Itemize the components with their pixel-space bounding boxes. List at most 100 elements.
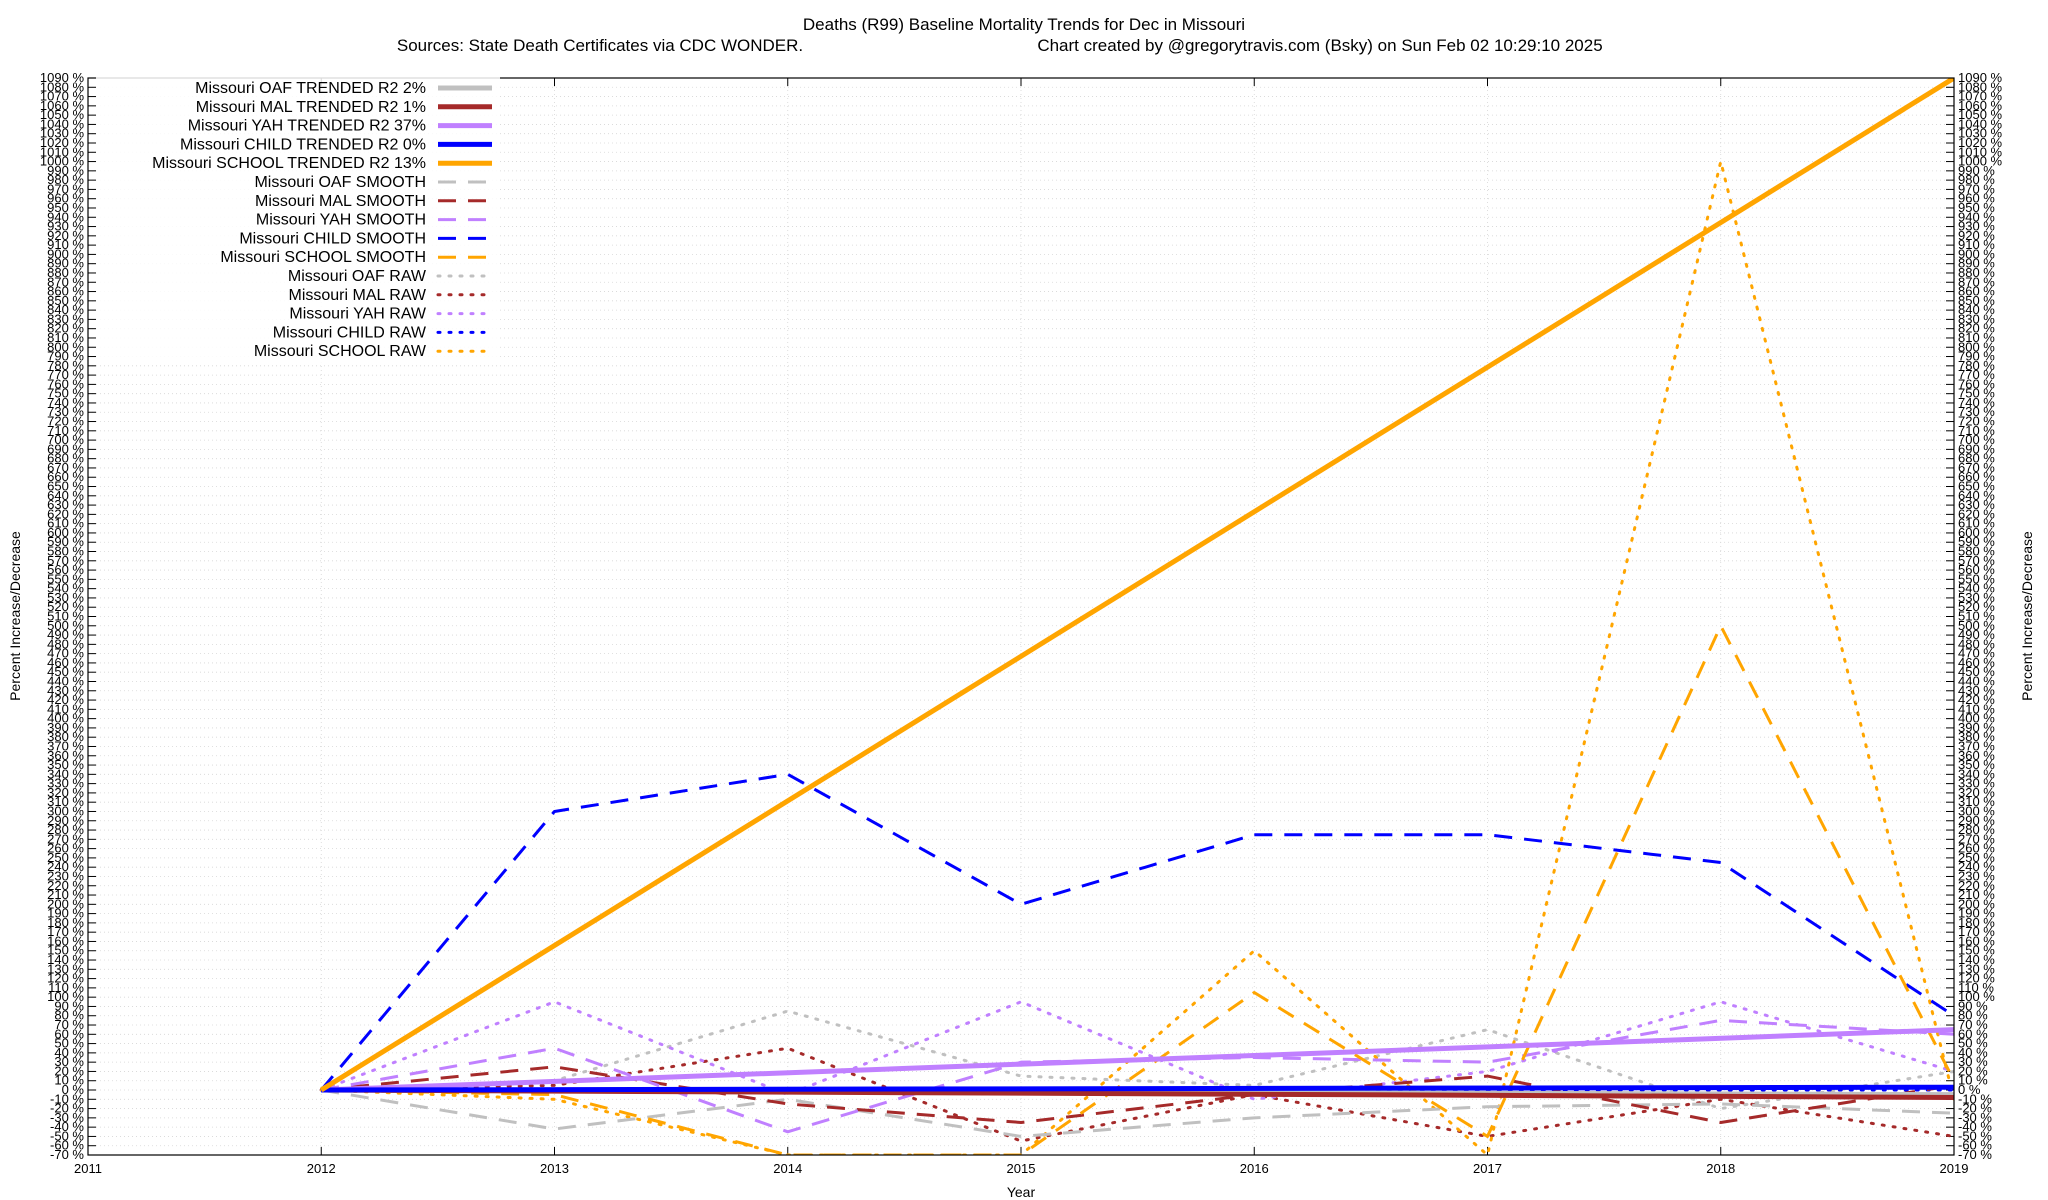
y-tick-label: 1000 %: [40, 154, 85, 169]
y-tick-label: -50 %: [50, 1128, 84, 1143]
y-tick-label: 370 %: [47, 738, 84, 753]
y-tick-label: 230 %: [47, 868, 84, 883]
y-tick-label: 400 %: [47, 711, 84, 726]
y-tick-label: 610 %: [1958, 516, 1995, 531]
y-tick-label: 1010 %: [40, 144, 85, 159]
y-tick-label: 1000 %: [1958, 154, 2003, 169]
y-tick-label: 700 %: [1958, 432, 1995, 447]
y-tick-label: -60 %: [50, 1138, 84, 1153]
series-line-missouri-mal-raw: [319, 1046, 1954, 1143]
y-tick-label: 480 %: [47, 636, 84, 651]
y-tick-label: 310 %: [47, 794, 84, 809]
y-tick-label: 430 %: [1958, 683, 1995, 698]
y-tick-label: 300 %: [47, 803, 84, 818]
x-tick-label: 2014: [773, 1161, 802, 1176]
y-tick-label: 580 %: [47, 544, 84, 559]
series-line-missouri-child-trended-r2-0: [321, 1084, 1954, 1093]
x-tick-label: 2012: [307, 1161, 336, 1176]
y-tick-label: 880 %: [1958, 265, 1995, 280]
y-tick-label: 710 %: [47, 423, 84, 438]
y-tick-label: 750 %: [47, 386, 84, 401]
y-tick-label: 650 %: [1958, 479, 1995, 494]
y-axis-right-ticks: -70 %-60 %-50 %-40 %-30 %-20 %-10 %0 %10…: [1946, 70, 2003, 1162]
y-tick-label: 690 %: [1958, 441, 1995, 456]
y-tick-label: -10 %: [1958, 1091, 1992, 1106]
series-layer: [319, 78, 1954, 1155]
y-tick-label: 230 %: [1958, 868, 1995, 883]
y-tick-label: 260 %: [47, 841, 84, 856]
y-tick-label: 0 %: [1958, 1082, 1981, 1097]
y-tick-label: 10 %: [54, 1073, 84, 1088]
x-tick-label: 2016: [1240, 1161, 1269, 1176]
y-tick-label: 670 %: [47, 460, 84, 475]
y-tick-label: 190 %: [1958, 906, 1995, 921]
y-tick-label: 440 %: [47, 673, 84, 688]
y-tick-label: 1070 %: [40, 89, 85, 104]
y-tick-label: 450 %: [47, 664, 84, 679]
y-tick-label: 270 %: [1958, 831, 1995, 846]
y-tick-label: 780 %: [1958, 358, 1995, 373]
y-tick-label: 0 %: [62, 1082, 85, 1097]
y-tick-label: 760 %: [1958, 376, 1995, 391]
y-tick-label: 70 %: [54, 1017, 84, 1032]
y-tick-label: 510 %: [47, 609, 84, 624]
y-tick-label: 70 %: [1958, 1017, 1988, 1032]
y-tick-label: 490 %: [1958, 627, 1995, 642]
x-tick-label: 2017: [1473, 1161, 1502, 1176]
y-tick-label: 750 %: [1958, 386, 1995, 401]
series-line-missouri-child-smooth: [320, 772, 1954, 1091]
y-tick-label: 370 %: [1958, 738, 1995, 753]
y-tick-label: 1060 %: [1958, 98, 2003, 113]
y-tick-label: 840 %: [47, 302, 84, 317]
y-tick-label: 170 %: [47, 924, 84, 939]
y-tick-label: 650 %: [47, 479, 84, 494]
y-tick-label: 560 %: [47, 562, 84, 577]
y-tick-label: 1020 %: [40, 135, 85, 150]
y-tick-label: 930 %: [47, 219, 84, 234]
y-tick-label: 680 %: [1958, 451, 1995, 466]
y-tick-label: 800 %: [47, 339, 84, 354]
y-tick-label: 800 %: [1958, 339, 1995, 354]
y-tick-label: 910 %: [1958, 237, 1995, 252]
y-tick-label: 560 %: [1958, 562, 1995, 577]
x-axis-label: Year: [1007, 1184, 1036, 1200]
y-tick-label: 540 %: [1958, 581, 1995, 596]
y-tick-label: 830 %: [47, 311, 84, 326]
y-tick-label: 790 %: [47, 349, 84, 364]
y-tick-label: 320 %: [47, 785, 84, 800]
y-tick-label: 340 %: [1958, 766, 1995, 781]
y-tick-label: 440 %: [1958, 673, 1995, 688]
y-tick-label: 970 %: [47, 181, 84, 196]
y-tick-label: 820 %: [1958, 321, 1995, 336]
legend-entry-label: Missouri OAF SMOOTH: [254, 174, 426, 191]
y-tick-label: 20 %: [1958, 1063, 1988, 1078]
y-tick-label: 960 %: [1958, 191, 1995, 206]
y-tick-label: 30 %: [1958, 1054, 1988, 1069]
y-tick-label: 1080 %: [40, 79, 85, 94]
y-tick-label: 920 %: [1958, 228, 1995, 243]
y-tick-label: 630 %: [47, 497, 84, 512]
y-tick-label: 900 %: [47, 246, 84, 261]
y-tick-label: 860 %: [47, 284, 84, 299]
y-tick-label: 330 %: [47, 776, 84, 791]
series-line-missouri-mal-smooth: [321, 1065, 1954, 1124]
y-tick-label: 1050 %: [40, 107, 85, 122]
series-line-missouri-school-raw: [319, 160, 1954, 1155]
y-tick-label: 710 %: [1958, 423, 1995, 438]
y-tick-label: 790 %: [1958, 349, 1995, 364]
legend-entry-label: Missouri MAL RAW: [289, 287, 427, 304]
legend-entry-label: Missouri SCHOOL TRENDED R2 13%: [152, 155, 426, 172]
legend-entry-label: Missouri SCHOOL RAW: [254, 343, 427, 360]
y-tick-label: 280 %: [47, 822, 84, 837]
y-tick-label: 630 %: [1958, 497, 1995, 512]
chart-subtitle-credit: Chart created by @gregorytravis.com (Bsk…: [1037, 36, 1602, 55]
y-tick-label: 970 %: [1958, 181, 1995, 196]
chart-title: Deaths (R99) Baseline Mortality Trends f…: [803, 15, 1245, 34]
plot-frame: [87, 77, 1955, 1156]
y-tick-label: 60 %: [1958, 1026, 1988, 1041]
y-tick-label: 130 %: [1958, 961, 1995, 976]
legend-entry-label: Missouri MAL TRENDED R2 1%: [196, 99, 426, 116]
y-tick-label: -40 %: [1958, 1119, 1992, 1134]
y-tick-label: 1030 %: [40, 126, 85, 141]
y-tick-label: 100 %: [1958, 989, 1995, 1004]
